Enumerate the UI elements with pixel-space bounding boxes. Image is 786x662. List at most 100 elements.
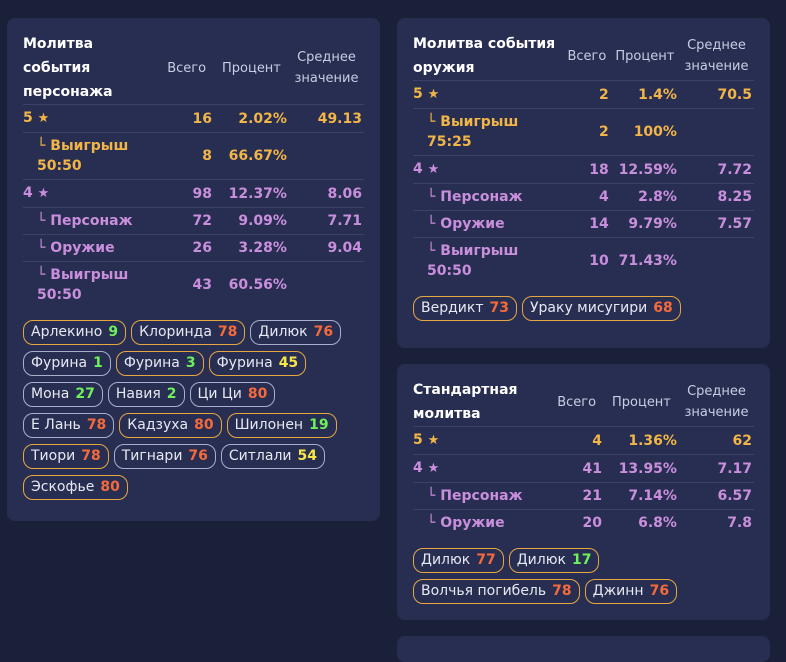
weapon-banner-title: Молитва события оружия <box>413 36 556 76</box>
chip-name: Ураку мисугири <box>529 300 648 316</box>
table-row: └ Выигрыш 50:50 43 60.56% <box>23 261 364 308</box>
chip-count: 80 <box>194 417 214 433</box>
item-chip[interactable]: Дилюк 17 <box>508 548 600 573</box>
item-chip[interactable]: Ци Ци 80 <box>189 382 276 407</box>
row-label: 5 <box>413 432 423 448</box>
row-label: └ Оружие <box>427 515 505 531</box>
star-icon: ★ <box>37 186 50 201</box>
item-chip[interactable]: Вердикт 73 <box>413 296 517 321</box>
total-column-header: Всего <box>167 60 207 76</box>
row-total: 18 <box>563 155 611 184</box>
row-label: └ Персонаж <box>427 189 523 205</box>
table-row: 4 ★ 98 12.37% 8.06 <box>23 179 364 208</box>
standard-banner-card: Стандартная молитва Всего Процент Средне… <box>397 364 770 620</box>
chip-name: Джинн <box>592 583 644 599</box>
chip-count: 78 <box>552 583 572 599</box>
chip-name: Клоринда <box>139 324 212 340</box>
chip-name: Волчья погибель <box>421 583 547 599</box>
chip-name: Тиори <box>31 448 76 464</box>
row-total: 2 <box>563 80 611 109</box>
star-icon: ★ <box>427 461 440 476</box>
row-average: 6.57 <box>678 482 754 510</box>
row-label: └ Персонаж <box>427 488 523 504</box>
item-chip[interactable]: Тиори 78 <box>23 444 109 469</box>
item-chip[interactable]: Ураку мисугири 68 <box>521 296 681 321</box>
chip-name: Фурина <box>123 355 180 371</box>
row-label: 5 <box>413 86 423 102</box>
row-average: 62 <box>678 426 754 455</box>
row-percent: 71.43% <box>610 237 679 284</box>
character-banner-table: Молитва события персонажа Всего Процент … <box>23 32 364 308</box>
row-label-cell: 4 ★ <box>413 155 564 184</box>
row-label-cell: 4 ★ <box>23 179 160 208</box>
item-chip[interactable]: Арлекино 9 <box>23 320 127 345</box>
standard-banner-table: Стандартная молитва Всего Процент Средне… <box>413 378 754 536</box>
row-label-cell: └ Оружие <box>413 509 550 536</box>
row-percent: 6.8% <box>603 509 679 536</box>
chip-count: 68 <box>653 300 673 316</box>
item-chip[interactable]: Дилюк 77 <box>413 548 504 573</box>
table-row: └ Выигрыш 50:50 10 71.43% <box>413 237 754 284</box>
item-chip[interactable]: Кадзуха 80 <box>119 413 222 438</box>
chip-name: Кадзуха <box>127 417 189 433</box>
row-total: 43 <box>159 261 214 308</box>
row-total: 2 <box>563 108 611 156</box>
row-percent: 12.59% <box>610 155 679 184</box>
average-column-header: Среднее значение <box>684 384 749 420</box>
item-chip[interactable]: Волчья погибель 78 <box>413 579 580 604</box>
percent-column-header: Процент <box>221 60 281 76</box>
total-column-header: Всего <box>567 48 607 64</box>
item-chip[interactable]: Клоринда 78 <box>131 320 246 345</box>
row-percent: 100% <box>610 108 679 156</box>
item-chip[interactable]: Тигнари 76 <box>113 444 216 469</box>
row-average: 7.17 <box>678 454 754 483</box>
row-total: 14 <box>563 210 611 238</box>
row-label: └ Персонаж <box>37 213 133 229</box>
row-label-cell: └ Персонаж <box>413 183 564 211</box>
chip-count: 17 <box>571 552 592 568</box>
row-label-cell: └ Персонаж <box>413 482 550 510</box>
item-chip[interactable]: Эскофье 80 <box>23 475 128 500</box>
star-icon: ★ <box>427 162 440 177</box>
row-total: 72 <box>159 207 214 235</box>
row-label-cell: 4 ★ <box>413 454 550 483</box>
item-chip[interactable]: Ситлали 54 <box>220 444 325 469</box>
table-row: 4 ★ 18 12.59% 7.72 <box>413 155 754 184</box>
star-icon: ★ <box>37 111 50 126</box>
row-label-cell: 5 ★ <box>413 80 564 109</box>
row-average: 8.25 <box>678 183 754 211</box>
row-percent: 7.14% <box>603 482 679 510</box>
item-chip[interactable]: Фурина 1 <box>23 351 111 376</box>
chip-count: 78 <box>217 324 238 340</box>
row-total: 41 <box>549 454 604 483</box>
chip-name: Арлекино <box>31 324 103 340</box>
item-chip[interactable]: Е Лань 78 <box>23 413 115 438</box>
table-row: └ Оружие 26 3.28% 9.04 <box>23 234 364 262</box>
item-chip[interactable]: Дилюк 76 <box>250 320 342 345</box>
chip-count: 78 <box>86 417 107 433</box>
row-total: 4 <box>563 183 611 211</box>
row-average: 7.8 <box>678 509 754 536</box>
item-chip[interactable]: Джинн 76 <box>584 579 678 604</box>
weapon-banner-table: Молитва события оружия Всего Процент Сре… <box>413 32 754 284</box>
row-label: 4 <box>413 460 423 476</box>
standard-banner-chips: Дилюк 77 Дилюк 17 Волчья погибель 78 Джинн 76 <box>413 548 754 604</box>
item-chip[interactable]: Фурина 3 <box>115 351 204 376</box>
item-chip[interactable]: Мона 27 <box>23 382 103 407</box>
chip-count: 73 <box>489 300 509 316</box>
chip-count: 77 <box>476 552 496 568</box>
chip-name: Дилюк <box>421 552 471 568</box>
row-label-cell: 5 ★ <box>23 104 160 133</box>
item-chip[interactable]: Шилонен 19 <box>226 413 337 438</box>
item-chip[interactable]: Фурина 45 <box>208 351 307 376</box>
table-row: 4 ★ 41 13.95% 7.17 <box>413 454 754 483</box>
chip-count: 78 <box>81 448 101 464</box>
chip-name: Навия <box>115 386 161 402</box>
row-percent: 12.37% <box>213 179 289 208</box>
percent-column-header: Процент <box>615 48 675 64</box>
row-percent: 2.02% <box>213 104 289 133</box>
row-average: 9.04 <box>288 234 364 262</box>
chip-name: Е Лань <box>31 417 81 433</box>
item-chip[interactable]: Навия 2 <box>107 382 185 407</box>
row-label: └ Выигрыш 50:50 <box>37 267 129 303</box>
